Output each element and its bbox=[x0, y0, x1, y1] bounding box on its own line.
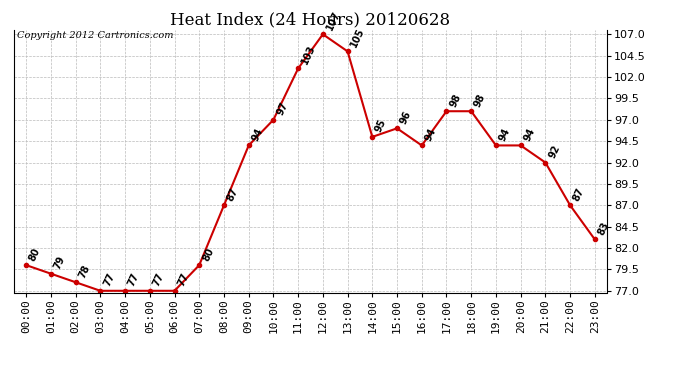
Text: 98: 98 bbox=[448, 92, 463, 108]
Text: 94: 94 bbox=[497, 126, 512, 142]
Title: Heat Index (24 Hours) 20120628: Heat Index (24 Hours) 20120628 bbox=[170, 12, 451, 28]
Text: 97: 97 bbox=[275, 100, 290, 117]
Text: 77: 77 bbox=[176, 272, 190, 288]
Text: 87: 87 bbox=[226, 186, 240, 202]
Text: 83: 83 bbox=[596, 220, 611, 237]
Text: 92: 92 bbox=[546, 143, 562, 160]
Text: 107: 107 bbox=[324, 9, 342, 32]
Text: 94: 94 bbox=[522, 126, 537, 142]
Text: 95: 95 bbox=[374, 118, 388, 134]
Text: 105: 105 bbox=[349, 26, 366, 49]
Text: 98: 98 bbox=[473, 92, 487, 108]
Text: 96: 96 bbox=[398, 109, 413, 126]
Text: Copyright 2012 Cartronics.com: Copyright 2012 Cartronics.com bbox=[17, 32, 173, 40]
Text: 79: 79 bbox=[52, 255, 67, 271]
Text: 80: 80 bbox=[201, 246, 215, 262]
Text: 78: 78 bbox=[77, 263, 92, 279]
Text: 77: 77 bbox=[101, 272, 117, 288]
Text: 77: 77 bbox=[151, 272, 166, 288]
Text: 77: 77 bbox=[126, 272, 141, 288]
Text: 94: 94 bbox=[423, 126, 438, 142]
Text: 87: 87 bbox=[571, 186, 586, 202]
Text: 80: 80 bbox=[28, 246, 42, 262]
Text: 103: 103 bbox=[299, 43, 317, 66]
Text: 94: 94 bbox=[250, 126, 265, 142]
